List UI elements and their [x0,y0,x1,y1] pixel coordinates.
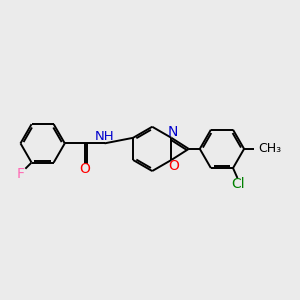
Text: N: N [167,124,178,139]
Text: Cl: Cl [232,177,245,190]
Text: CH₃: CH₃ [259,142,282,155]
Text: NH: NH [95,130,114,143]
Text: O: O [79,162,90,176]
Text: O: O [169,159,179,173]
Text: F: F [16,167,25,181]
